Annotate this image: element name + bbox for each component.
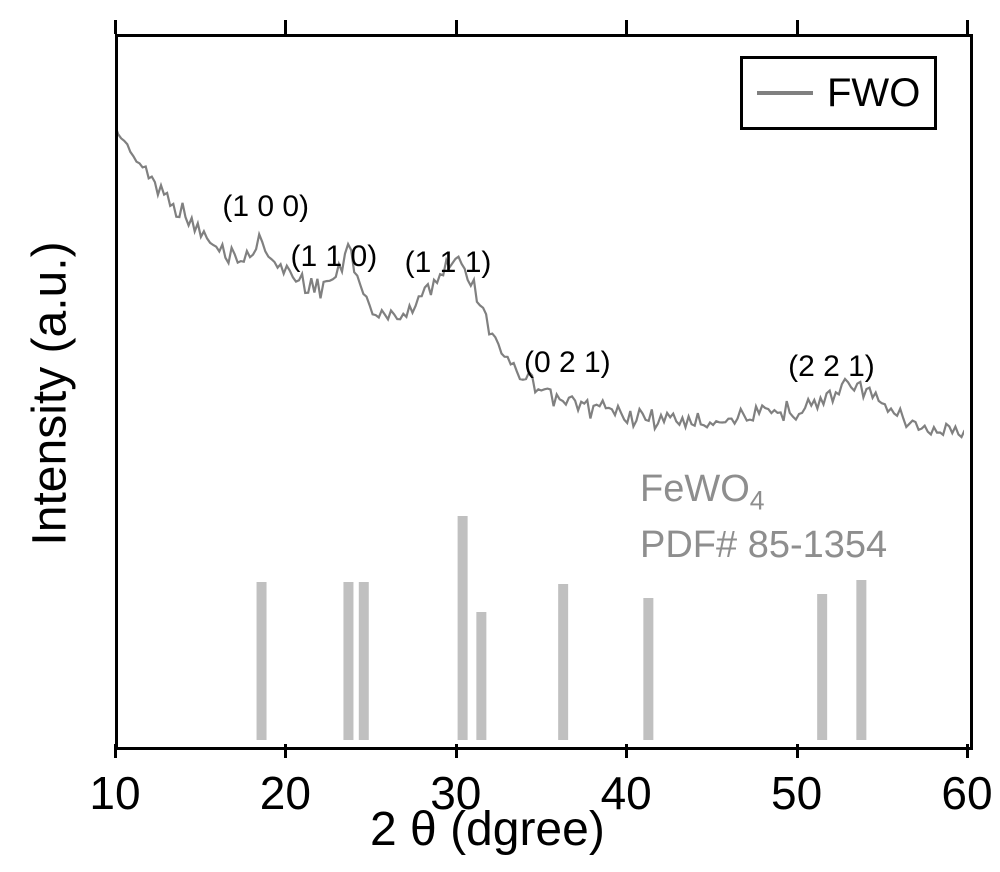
reference-bar: [257, 582, 267, 740]
reference-bar: [476, 612, 486, 740]
peak-label: (0 2 1): [524, 346, 611, 380]
peak-label: (1 1 0): [291, 240, 378, 274]
peak-label: (1 1 1): [405, 246, 492, 280]
reference-bar: [359, 582, 369, 740]
chart-svg: [0, 0, 1000, 872]
reference-bar: [817, 594, 827, 740]
peak-label: (1 0 0): [222, 190, 309, 224]
reference-bar: [856, 580, 866, 740]
peak-label: (2 2 1): [788, 350, 875, 384]
reference-bar: [643, 598, 653, 740]
reference-bar: [558, 584, 568, 740]
reference-bar: [458, 516, 468, 740]
reference-bar: [343, 582, 353, 740]
xrd-spectrum-line: [115, 125, 965, 437]
